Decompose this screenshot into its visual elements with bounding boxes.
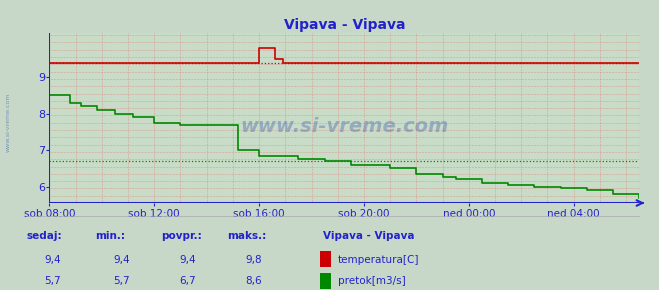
Text: 9,4: 9,4 <box>44 255 61 264</box>
Text: www.si-vreme.com: www.si-vreme.com <box>5 92 11 152</box>
Text: maks.:: maks.: <box>227 231 267 241</box>
Text: pretok[m3/s]: pretok[m3/s] <box>338 276 406 286</box>
Text: Vipava - Vipava: Vipava - Vipava <box>323 231 415 241</box>
Title: Vipava - Vipava: Vipava - Vipava <box>283 18 405 32</box>
Text: sedaj:: sedaj: <box>26 231 62 241</box>
Text: povpr.:: povpr.: <box>161 231 202 241</box>
Text: 6,7: 6,7 <box>179 276 196 286</box>
Text: 9,4: 9,4 <box>113 255 130 264</box>
Text: 5,7: 5,7 <box>113 276 130 286</box>
Text: 9,8: 9,8 <box>245 255 262 264</box>
Text: min.:: min.: <box>96 231 126 241</box>
Text: 9,4: 9,4 <box>179 255 196 264</box>
Text: 8,6: 8,6 <box>245 276 262 286</box>
Text: temperatura[C]: temperatura[C] <box>338 255 420 264</box>
Text: www.si-vreme.com: www.si-vreme.com <box>240 117 449 136</box>
Text: 5,7: 5,7 <box>44 276 61 286</box>
